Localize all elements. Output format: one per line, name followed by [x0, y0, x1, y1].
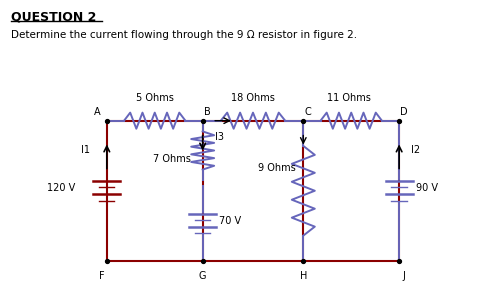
- Text: QUESTION 2: QUESTION 2: [11, 10, 96, 23]
- Text: C: C: [305, 107, 311, 117]
- Text: 90 V: 90 V: [416, 183, 438, 193]
- Text: 5 Ohms: 5 Ohms: [136, 93, 174, 103]
- Text: Determine the current flowing through the 9 Ω resistor in figure 2.: Determine the current flowing through th…: [11, 30, 357, 40]
- Text: I3: I3: [214, 132, 224, 142]
- Text: 7 Ohms: 7 Ohms: [153, 154, 190, 164]
- Text: F: F: [99, 271, 105, 281]
- Text: D: D: [400, 107, 408, 117]
- Text: G: G: [199, 271, 206, 281]
- Text: 70 V: 70 V: [219, 216, 241, 225]
- Text: 120 V: 120 V: [47, 183, 75, 193]
- Text: A: A: [94, 107, 101, 117]
- Text: I2: I2: [411, 145, 420, 156]
- Text: 11 Ohms: 11 Ohms: [327, 93, 371, 103]
- Text: I1: I1: [81, 145, 90, 156]
- Text: 9 Ohms: 9 Ohms: [258, 163, 296, 173]
- Text: 18 Ohms: 18 Ohms: [231, 93, 275, 103]
- Text: J: J: [402, 271, 405, 281]
- Text: B: B: [204, 107, 211, 117]
- Text: H: H: [300, 271, 307, 281]
